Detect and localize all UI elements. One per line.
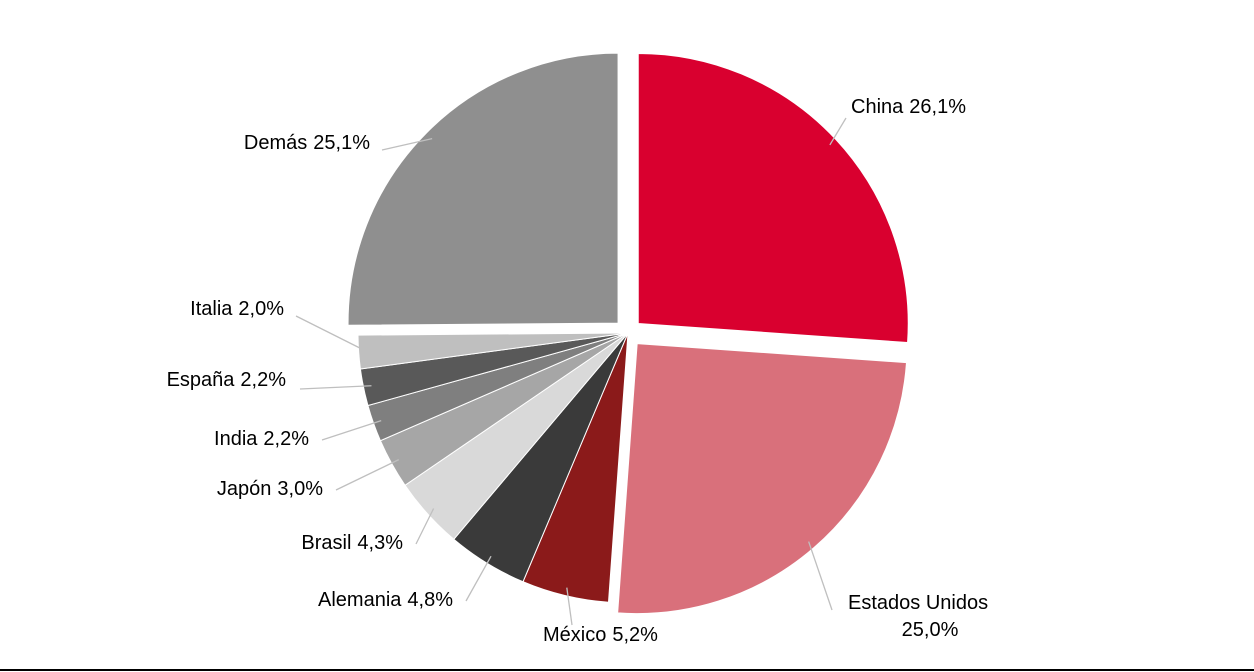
pie-slice [637,52,909,344]
data-label: China 26,1% [851,96,966,118]
data-label: España 2,2% [167,369,287,391]
leader-line [299,385,372,390]
leader-line [415,508,435,545]
leader-line [566,587,573,626]
label-name: India [214,428,258,450]
label-name: Brasil [301,532,351,554]
label-value: 4,3% [357,532,403,554]
label-name: España [167,369,236,391]
leader-line [295,315,368,353]
label-name: Alemania [318,589,402,611]
data-label: India 2,2% [214,428,309,450]
label-value: 26,1% [909,96,966,118]
label-value: 4,8% [407,589,453,611]
label-name: Demás [244,132,307,154]
label-value: 3,0% [277,478,323,500]
label-value: 2,2% [240,369,286,391]
label-value: 5,2% [612,624,658,646]
data-label: Brasil 4,3% [301,532,403,554]
leader-line [465,555,492,602]
label-name: Italia [190,298,233,320]
pie-slice [617,343,908,615]
data-label: Estados Unidos 25,0% [848,592,988,641]
label-name: México [543,624,606,646]
data-label: Demás 25,1% [244,132,370,154]
pie-slice [347,52,619,326]
data-label: Japón 3,0% [217,478,323,500]
label-value: 2,2% [263,428,309,450]
leader-line [808,541,833,611]
leader-line [335,459,400,491]
data-label: México 5,2% [543,624,658,646]
label-name: China [851,96,904,118]
pie-slice [357,332,629,370]
leader-line [381,138,433,151]
label-name: Estados Unidos [848,592,988,614]
label-value: 25,0% [902,619,959,641]
label-value: 2,0% [238,298,284,320]
leader-line [829,117,847,146]
data-label: Italia 2,0% [190,298,284,320]
label-value: 25,1% [313,132,370,154]
data-label: Alemania 4,8% [318,589,453,611]
label-name: Japón [217,478,272,500]
leader-line [321,420,382,441]
